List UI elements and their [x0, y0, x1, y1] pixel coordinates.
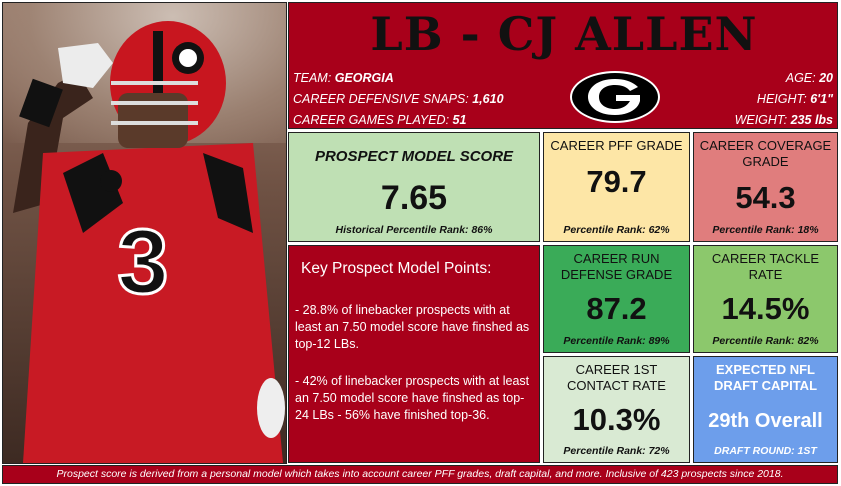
tackle-rate-box: CAREER TACKLE RATE 14.5% Percentile Rank…: [693, 245, 838, 353]
draft-round: DRAFT ROUND: 1ST: [714, 445, 817, 457]
first-contact-rank: Percentile Rank: 72%: [563, 445, 670, 457]
tackle-rate-label: CAREER TACKLE RATE: [711, 251, 820, 282]
first-contact-rate-box: CAREER 1ST CONTACT RATE 10.3% Percentile…: [543, 356, 690, 463]
snaps-row: CAREER DEFENSIVE SNAPS: 1,610: [293, 89, 504, 110]
model-score-value: 7.65: [380, 179, 448, 217]
age-value: 20: [819, 71, 833, 85]
draft-capital-box: EXPECTED NFL DRAFT CAPITAL 29th Overall …: [693, 356, 838, 463]
age-label: AGE:: [785, 71, 816, 85]
games-row: CAREER GAMES PLAYED: 51: [293, 110, 504, 131]
snaps-label: CAREER DEFENSIVE SNAPS:: [293, 92, 469, 106]
coverage-grade-value: 54.3: [735, 180, 796, 215]
georgia-g-logo-icon: [570, 71, 660, 123]
footer-note: Prospect score is derived from a persona…: [2, 465, 838, 484]
model-score-rank: Historical Percentile Rank: 86%: [335, 224, 493, 236]
age-row: AGE: 20: [735, 68, 833, 89]
player-photo: 3: [2, 2, 287, 464]
games-label: CAREER GAMES PLAYED:: [293, 113, 450, 127]
svg-text:3: 3: [117, 211, 168, 313]
tackle-rate-value: 14.5%: [721, 291, 810, 326]
key-point-item: - 28.8% of linebacker prospects with at …: [295, 303, 530, 351]
run-defense-grade-box: CAREER RUN DEFENSE GRADE 87.2 Percentile…: [543, 245, 690, 353]
pff-grade-label: CAREER PFF GRADE: [550, 138, 683, 153]
weight-value: 235 lbs: [790, 113, 833, 127]
pff-grade-rank: Percentile Rank: 62%: [563, 224, 670, 236]
key-points-panel: Key Prospect Model Points: - 28.8% of li…: [288, 245, 540, 463]
coverage-grade-label: CAREER COVERAGE GRADE: [699, 138, 832, 169]
first-contact-label: CAREER 1ST CONTACT RATE: [567, 362, 666, 393]
team-label: TEAM:: [293, 71, 332, 85]
weight-label: WEIGHT:: [734, 113, 788, 127]
player-info-left: TEAM: GEORGIA CAREER DEFENSIVE SNAPS: 1,…: [293, 68, 504, 131]
run-defense-label: CAREER RUN DEFENSE GRADE: [560, 251, 673, 282]
height-label: HEIGHT:: [756, 92, 807, 106]
prospect-model-score-box: PROSPECT MODEL SCORE 7.65 Historical Per…: [288, 132, 540, 242]
pff-grade-box: CAREER PFF GRADE 79.7 Percentile Rank: 6…: [543, 132, 690, 242]
player-info-right: AGE: 20 HEIGHT: 6'1" WEIGHT: 235 lbs: [735, 68, 833, 131]
header-panel: LB - CJ ALLEN TEAM: GEORGIA CAREER DEFEN…: [288, 2, 838, 129]
player-illustration: 3: [13, 21, 285, 463]
coverage-grade-box: CAREER COVERAGE GRADE 54.3 Percentile Ra…: [693, 132, 838, 242]
games-value: 51: [452, 113, 467, 127]
snaps-value: 1,610: [472, 92, 504, 106]
height-row: HEIGHT: 6'1": [735, 89, 833, 110]
run-defense-rank: Percentile Rank: 89%: [563, 335, 670, 347]
team-row: TEAM: GEORGIA: [293, 68, 504, 89]
draft-capital-value: 29th Overall: [708, 410, 823, 432]
key-point-item: - 42% of linebacker prospects with at le…: [295, 374, 530, 422]
coverage-grade-rank: Percentile Rank: 18%: [712, 224, 819, 236]
run-defense-value: 87.2: [586, 291, 647, 326]
pff-grade-value: 79.7: [586, 164, 647, 199]
player-title: LB - CJ ALLEN: [370, 7, 758, 61]
team-value: GEORGIA: [334, 71, 394, 85]
weight-row: WEIGHT: 235 lbs: [735, 110, 833, 131]
draft-capital-label: EXPECTED NFL DRAFT CAPITAL: [713, 362, 818, 393]
height-value: 6'1": [810, 92, 833, 106]
model-score-label: PROSPECT MODEL SCORE: [314, 148, 514, 165]
tackle-rate-rank: Percentile Rank: 82%: [712, 335, 819, 347]
key-points-heading: Key Prospect Model Points:: [301, 260, 492, 277]
first-contact-value: 10.3%: [572, 402, 661, 437]
